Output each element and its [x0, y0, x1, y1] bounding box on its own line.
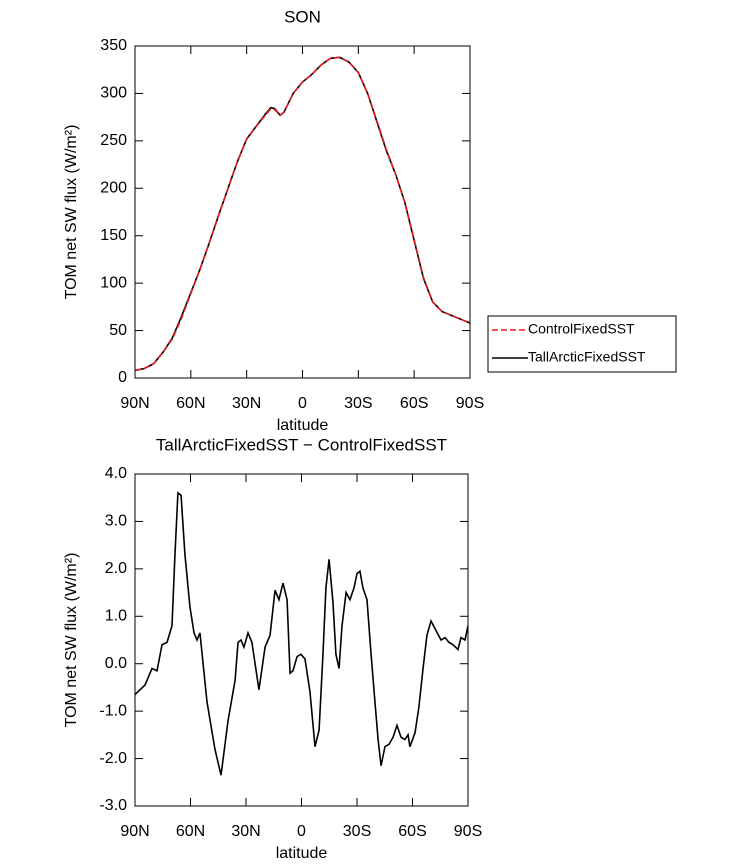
y-tick-label: 2.0 [105, 560, 127, 577]
y-tick-label: 50 [109, 322, 127, 339]
x-tick-label: 60S [398, 823, 426, 840]
y-tick-label: 300 [100, 85, 127, 102]
y-tick-label: 1.0 [105, 608, 127, 625]
x-tick-label: 30N [231, 823, 260, 840]
x-tick-label: 30S [343, 823, 371, 840]
legend-label: TallArcticFixedSST [528, 349, 646, 365]
x-tick-label: 90S [454, 823, 482, 840]
y-tick-label: 0.0 [105, 655, 127, 672]
x-axis-label: latitude [277, 417, 329, 434]
legend-label: ControlFixedSST [528, 321, 635, 337]
y-axis-label: TOM net SW flux (W/m²) [63, 125, 80, 300]
x-tick-label: 30N [232, 395, 261, 412]
x-axis-label: latitude [276, 845, 328, 862]
y-tick-label: 3.0 [105, 513, 127, 530]
series-line [134, 491, 469, 776]
y-tick-label: 200 [100, 180, 127, 197]
y-tick-label: 4.0 [105, 465, 127, 482]
y-tick-label: 0 [118, 369, 127, 386]
x-tick-label: 90N [120, 395, 149, 412]
x-tick-label: 90S [456, 395, 484, 412]
x-tick-label: 60N [176, 823, 205, 840]
y-tick-label: -1.0 [99, 702, 127, 719]
x-tick-label: 90N [120, 823, 149, 840]
chart-title: SON [284, 7, 321, 26]
series-line [134, 56, 471, 372]
series-line [134, 56, 471, 372]
y-tick-label: -2.0 [99, 750, 127, 767]
legend-box [487, 315, 677, 373]
y-tick-label: 250 [100, 132, 127, 149]
chart-title: TallArcticFixedSST − ControlFixedSST [156, 435, 447, 454]
x-tick-label: 0 [297, 823, 306, 840]
y-tick-label: 350 [100, 37, 127, 54]
x-tick-label: 0 [298, 395, 307, 412]
plot-frame [134, 473, 469, 807]
y-tick-label: 100 [100, 274, 127, 291]
y-tick-label: -3.0 [99, 797, 127, 814]
x-tick-label: 60N [176, 395, 205, 412]
y-tick-label: 150 [100, 227, 127, 244]
y-axis-label: TOM net SW flux (W/m²) [63, 553, 80, 728]
plot-frame [134, 45, 471, 379]
x-tick-label: 60S [400, 395, 428, 412]
x-tick-label: 30S [344, 395, 372, 412]
